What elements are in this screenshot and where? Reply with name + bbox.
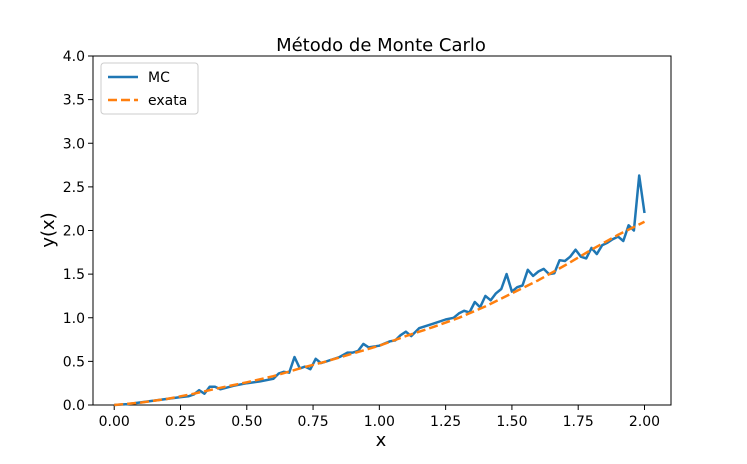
- chart-title: Método de Monte Carlo: [276, 35, 486, 56]
- x-tick-label: 0.00: [99, 414, 130, 430]
- y-tick-label: 4.0: [63, 49, 85, 65]
- x-tick-label: 2.00: [629, 414, 660, 430]
- series-layer: [114, 174, 646, 407]
- x-tick-label: 0.50: [231, 414, 262, 430]
- y-tick-label: 1.0: [63, 311, 85, 327]
- y-tick-label: 2.0: [63, 224, 85, 240]
- y-tick-label: 3.0: [63, 136, 85, 152]
- legend: MC exata: [100, 62, 199, 115]
- y-tick-label: 0.0: [63, 398, 85, 414]
- x-tick-label: 1.25: [430, 414, 461, 430]
- y-tick-label: 1.5: [63, 267, 85, 283]
- y-tick-label: 3.5: [63, 93, 85, 109]
- y-axis-label: y(x): [38, 212, 59, 247]
- x-axis: 0.00 0.25 0.50 0.75 1.00 1.25 1.50 1.75 2.00: [99, 405, 660, 430]
- y-axis: 0.0 0.5 1.0 1.5 2.0 2.5 3.0 3.5 4.0: [63, 49, 93, 414]
- legend-label-mc: MC: [148, 70, 170, 86]
- y-tick-label: 0.5: [63, 354, 85, 370]
- x-axis-label: x: [376, 430, 387, 451]
- y-tick-label: 2.5: [63, 180, 85, 196]
- x-tick-label: 0.75: [297, 414, 328, 430]
- x-tick-label: 1.75: [563, 414, 594, 430]
- x-tick-label: 0.25: [165, 414, 196, 430]
- legend-label-exata: exata: [148, 93, 187, 109]
- x-tick-label: 1.00: [364, 414, 395, 430]
- x-tick-label: 1.50: [496, 414, 527, 430]
